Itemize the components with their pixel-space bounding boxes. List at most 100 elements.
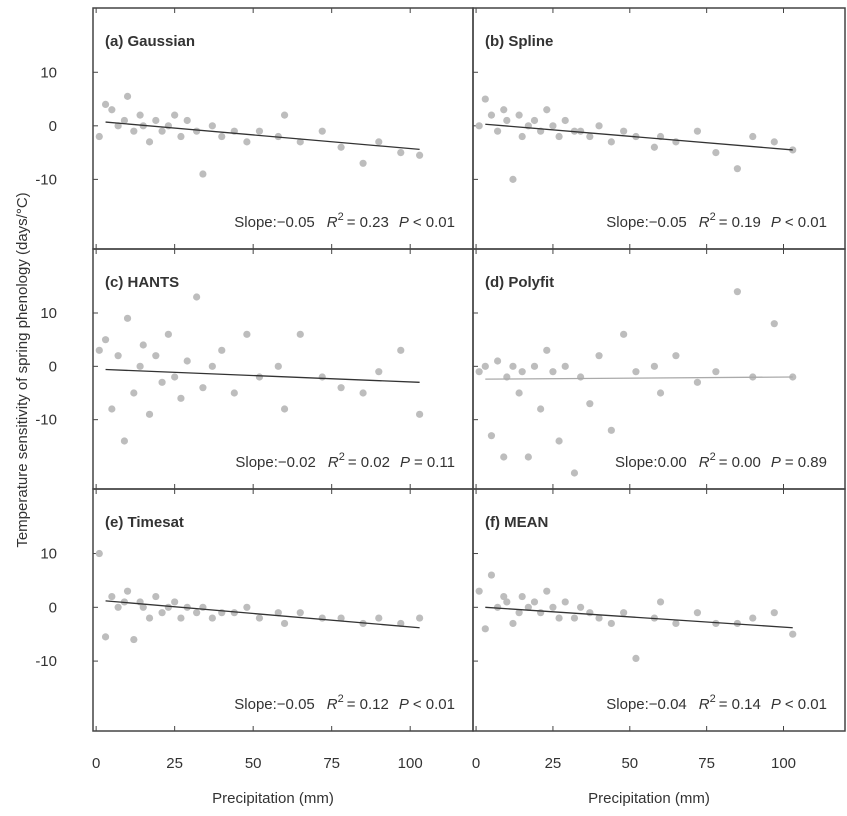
point — [108, 106, 116, 114]
point — [475, 587, 483, 595]
point — [375, 138, 383, 146]
point — [481, 362, 489, 370]
x-tick-label: 0 — [92, 755, 100, 772]
point — [607, 426, 615, 434]
point — [595, 122, 603, 130]
point — [577, 373, 585, 381]
annotation-part: R — [327, 696, 338, 713]
point — [145, 614, 154, 622]
annotation-part: Slope:−0.02 — [235, 454, 316, 471]
point — [493, 357, 502, 365]
point — [208, 362, 216, 370]
point — [243, 330, 251, 338]
point — [318, 614, 326, 622]
y-tick-label: -10 — [35, 412, 57, 429]
annotation-part: P — [771, 214, 781, 231]
point — [712, 619, 720, 628]
point — [274, 362, 282, 370]
point — [416, 151, 424, 159]
point — [337, 143, 345, 151]
point — [481, 95, 489, 103]
point — [114, 352, 122, 360]
fit-line — [485, 376, 793, 380]
annotation-part: = 0.23 — [347, 214, 389, 231]
point — [749, 614, 757, 622]
fit-line — [485, 123, 793, 151]
annotation-part: < 0.01 — [413, 214, 455, 231]
point — [145, 138, 154, 146]
point — [632, 368, 640, 376]
point — [481, 625, 489, 633]
point — [130, 127, 138, 135]
point — [620, 330, 628, 338]
point — [318, 373, 326, 381]
annotation: Slope:−0.02 R2 = 0.02 P = 0.11 — [235, 451, 455, 471]
point — [158, 609, 166, 617]
point — [503, 116, 511, 125]
annotation-part: < 0.01 — [413, 696, 455, 713]
point — [95, 346, 103, 354]
point — [549, 368, 557, 376]
point — [749, 132, 757, 141]
point — [193, 127, 201, 135]
point — [518, 592, 526, 601]
annotation-part: Slope:−0.04 — [606, 696, 687, 713]
point — [230, 389, 238, 397]
point — [397, 346, 405, 354]
point — [243, 603, 251, 611]
x-tick-label: 100 — [771, 755, 796, 772]
point — [416, 410, 424, 418]
x-tick-label: 100 — [398, 755, 423, 772]
point — [123, 92, 132, 100]
point — [549, 603, 557, 611]
point — [208, 614, 216, 622]
point — [218, 346, 226, 354]
point — [595, 352, 603, 360]
point — [500, 106, 508, 114]
point — [108, 592, 116, 601]
point — [524, 603, 532, 611]
annotation-part: R — [327, 214, 338, 231]
point — [416, 614, 424, 622]
point — [108, 405, 116, 413]
point — [789, 373, 797, 381]
panel-title: (a) Gaussian — [105, 33, 195, 50]
x-tick-label: 25 — [166, 755, 183, 772]
point — [561, 598, 569, 606]
point — [733, 165, 741, 173]
annotation-part: Slope:−0.05 — [234, 696, 315, 713]
x-axis-label: Precipitation (mm) — [212, 790, 334, 807]
x-tick-label: 50 — [621, 755, 638, 772]
point — [530, 116, 539, 125]
annotation-part: = 0.19 — [719, 214, 761, 231]
point — [114, 603, 122, 611]
annotation-part: P — [399, 696, 409, 713]
annotation-part: 2 — [710, 451, 716, 463]
annotation-part: 2 — [338, 211, 344, 223]
fit-line — [105, 121, 420, 151]
point — [199, 384, 207, 392]
point — [509, 175, 517, 183]
panel-title: (f) MEAN — [485, 514, 548, 531]
y-tick-label: -10 — [35, 171, 57, 188]
point — [530, 598, 539, 606]
point — [136, 362, 144, 370]
annotation: Slope:0.00 R2 = 0.00 P = 0.89 — [615, 451, 827, 471]
point — [230, 609, 238, 617]
point — [515, 111, 523, 119]
annotation-part: R — [328, 454, 339, 471]
point — [296, 609, 304, 617]
point — [375, 368, 383, 376]
y-tick-label: -10 — [35, 653, 57, 670]
point — [101, 633, 110, 641]
point — [171, 598, 179, 606]
point — [515, 609, 523, 617]
point — [555, 132, 563, 141]
point — [487, 571, 496, 579]
point — [577, 603, 585, 611]
point — [595, 614, 603, 622]
point — [632, 654, 640, 663]
point — [475, 368, 483, 376]
point — [577, 127, 585, 135]
annotation-part: < 0.01 — [785, 696, 827, 713]
